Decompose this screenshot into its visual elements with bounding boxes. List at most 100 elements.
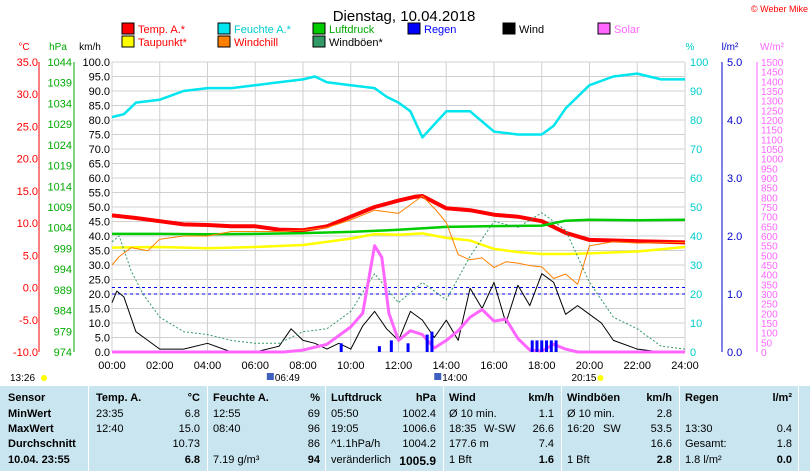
- weather-chart: Dienstag, 10.04.2018 © Weber Mike Temp. …: [10, 4, 808, 384]
- solar-tick-label: 100: [761, 329, 778, 340]
- temp-tick-label: -10.0: [13, 347, 38, 359]
- table-cell-gust-t: 1 Bft: [567, 454, 590, 466]
- humidity-tick-label: 40: [690, 231, 702, 243]
- x-tick-label: 10:00: [337, 360, 365, 372]
- wind-tick-label: 40.0: [89, 231, 110, 243]
- rain-bar: [406, 343, 410, 352]
- legend-swatch: [502, 22, 516, 35]
- header-rain-unit: l/m²: [772, 392, 792, 404]
- series-wind: [111, 273, 685, 353]
- rain-tick-label: 5.0: [727, 57, 742, 69]
- x-tick-label: 04:00: [194, 360, 222, 372]
- header-humidity: Feuchte A.: [213, 392, 269, 404]
- table-cell-wind-t: 18:35: [449, 423, 477, 435]
- x-tick-label: 20:00: [576, 360, 604, 372]
- wind-tick-label: 75.0: [89, 130, 110, 142]
- solar-tick-label: 1050: [761, 145, 784, 156]
- header-temp-unit: °C: [187, 392, 200, 404]
- sunrise-time-label: 06:49: [275, 373, 300, 384]
- solar-tick-label: 1500: [761, 58, 784, 69]
- legend-swatch: [217, 35, 231, 48]
- rain-bar: [554, 340, 558, 352]
- legend-label: Solar: [614, 24, 640, 36]
- humidity-tick-label: 80: [690, 115, 702, 127]
- series-windchill: [111, 195, 686, 285]
- solar-tick-label: 300: [761, 290, 778, 301]
- rain-bar: [540, 340, 544, 352]
- wind-tick-label: 20.0: [89, 289, 110, 301]
- table-cell-press-v: 1006.6: [402, 423, 436, 435]
- table-cell-wind-v: 1.1: [538, 408, 554, 420]
- header-humidity-unit: %: [310, 392, 320, 404]
- x-tick-label: 00:00: [98, 360, 126, 372]
- table-cell-rain-t: Gesamt:: [685, 438, 727, 450]
- solar-tick-label: 1150: [761, 126, 783, 137]
- humidity-tick-label: 10: [690, 318, 702, 330]
- series-taupunkt: [111, 232, 686, 256]
- sunset-time-label: 20:15: [571, 373, 596, 384]
- statistics-table: Sensor Temp. A. °C Feuchte A. % Luftdruc…: [0, 386, 810, 471]
- table-cell-hum-v: 86: [307, 438, 320, 450]
- legend-label: Luftdruck: [329, 24, 375, 36]
- wind-tick-label: 80.0: [89, 115, 110, 127]
- table-cell-wind-v: 7.4: [538, 438, 554, 450]
- table-cell-wind-t: 177.6 m: [449, 438, 489, 450]
- x-tick-label: 06:00: [241, 360, 269, 372]
- solar-axis-label: W/m²: [760, 42, 785, 53]
- table-cell-wind-t: Ø 10 min.: [449, 408, 497, 420]
- sun-markers: 13:26 06:49 14:00 20:15: [10, 373, 604, 384]
- legend-swatch: [312, 35, 326, 48]
- temp-tick-label: 35.0: [17, 57, 38, 69]
- wind-tick-label: 25.0: [89, 275, 110, 287]
- solar-tick-label: 1000: [761, 155, 784, 166]
- legend-swatch: [597, 22, 611, 35]
- solar-tick-label: 50: [761, 338, 773, 349]
- solar-tick-label: 500: [761, 251, 778, 262]
- solar-tick-label: 900: [761, 174, 778, 185]
- series-feuchte-a: [111, 72, 685, 139]
- header-gusts-unit: km/h: [646, 392, 672, 404]
- humidity-tick-label: 60: [690, 173, 702, 185]
- noon-time-label: 14:00: [442, 373, 467, 384]
- wind-tick-label: 5.0: [95, 333, 110, 345]
- humidity-tick-label: 100: [690, 57, 708, 69]
- temp-tick-label: 20.0: [17, 154, 38, 166]
- pressure-tick-label: 1024: [48, 140, 72, 152]
- x-tick-label: 02:00: [146, 360, 174, 372]
- table-cell-hum-v: 94: [307, 454, 320, 466]
- rain-bar: [377, 346, 381, 352]
- table-cell-rain-v: 0.0: [776, 454, 792, 466]
- wind-tick-label: 65.0: [89, 159, 110, 171]
- rain-bar: [430, 331, 434, 352]
- solar-tick-label: 1300: [761, 97, 784, 108]
- wind-tick-label: 55.0: [89, 188, 110, 200]
- rain-tick-label: 4.0: [727, 115, 742, 127]
- header-temp: Temp. A.: [96, 392, 142, 404]
- table-cell-press-t: veränderlich: [331, 454, 391, 466]
- humidity-tick-label: 0: [690, 347, 696, 359]
- table-cell-temp-v: 6.8: [184, 454, 200, 466]
- x-tick-label: 22:00: [623, 360, 651, 372]
- pressure-tick-label: 1029: [48, 119, 72, 131]
- x-tick-label: 12:00: [385, 360, 413, 372]
- pressure-tick-label: 1034: [48, 98, 72, 110]
- temp-tick-label: 5.0: [23, 250, 38, 262]
- humidity-tick-label: 90: [690, 86, 702, 98]
- table-cell-gust-v: 16.6: [650, 438, 672, 450]
- table-cell-temp-t: 23:35: [96, 408, 124, 420]
- table-cell-temp-v: 15.0: [178, 423, 200, 435]
- legend-swatch: [217, 22, 231, 35]
- sunrise-icon: [266, 373, 274, 380]
- solar-tick-label: 1400: [761, 77, 784, 88]
- temp-tick-label: 10.0: [17, 218, 38, 230]
- copyright-label: © Weber Mike: [751, 4, 808, 14]
- solar-tick-label: 400: [761, 271, 778, 282]
- temp-tick-label: 30.0: [17, 89, 38, 101]
- table-cell-gust-d: SW: [603, 423, 621, 435]
- table-cell-gust-v: 2.8: [656, 408, 672, 420]
- table-cell-hum-v: 69: [307, 408, 320, 420]
- table-cell-wind-v: 1.6: [538, 454, 554, 466]
- solar-tick-label: 200: [761, 309, 778, 320]
- pressure-tick-label: 1044: [48, 57, 72, 69]
- table-cell-gust-t: Ø 10 min.: [567, 408, 615, 420]
